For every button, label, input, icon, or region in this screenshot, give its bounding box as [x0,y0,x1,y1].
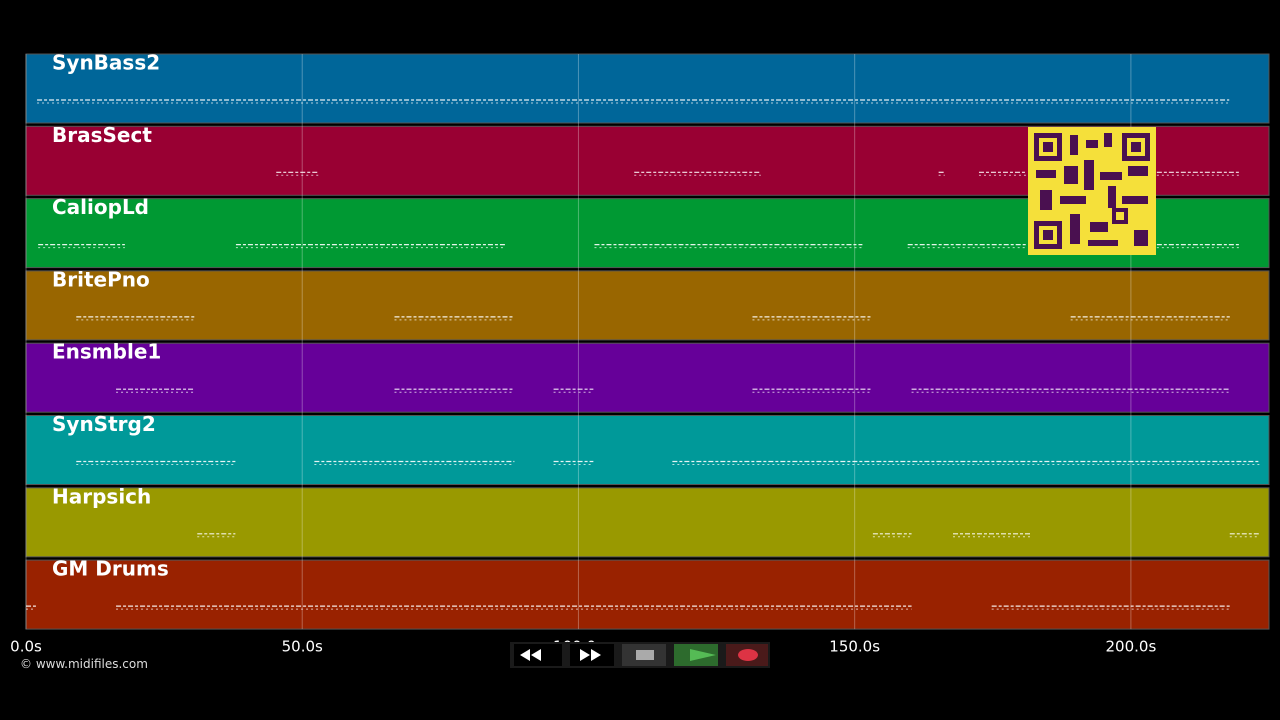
note-run [314,460,515,465]
track-lane [25,270,1270,341]
note-run [276,171,319,176]
x-tick-label: 50.0s [282,638,323,656]
x-tick-label: 150.0s [829,638,880,656]
x-tick-label: 0.0s [10,638,42,656]
qr-code [1028,127,1156,255]
note-run [394,388,515,393]
track-lane [25,559,1270,630]
track-lane [25,487,1270,558]
rewind-button[interactable] [514,644,562,666]
track-name: SynStrg2 [52,412,156,436]
track-name: SynBass2 [52,51,160,75]
note-run [752,388,872,393]
track-name: GM Drums [52,557,169,581]
note-run [938,171,945,176]
notes [26,99,1261,610]
note-run [1229,533,1260,538]
note-run [37,99,117,104]
track-lane [25,342,1270,413]
note-run [553,460,594,465]
note-run [991,605,1230,610]
note-run [235,244,506,249]
note-run [38,244,125,249]
note-run [634,171,761,176]
note-run [26,605,36,610]
grid [25,54,1132,630]
x-tick-label: 200.0s [1106,638,1157,656]
track-name: CaliopLd [52,195,149,219]
track-name: BritePno [52,267,150,291]
play-button[interactable] [674,644,718,666]
track-name: Ensmble1 [52,340,161,364]
note-run [953,533,1031,538]
note-run [116,388,196,393]
note-run [907,244,1026,249]
note-run [752,316,872,321]
fast-forward-button[interactable] [570,644,614,666]
track-lane [25,415,1270,485]
note-run [672,460,1261,465]
note-run [911,388,1230,393]
copyright: © www.midifiles.com [20,657,148,671]
note-run [872,533,912,538]
note-run [116,605,912,610]
note-run [1156,171,1240,176]
note-run [197,533,236,538]
note-run [394,316,515,321]
stop-button[interactable] [622,644,666,666]
note-run [553,388,594,393]
note-run [978,171,1026,176]
note-run [1156,244,1240,249]
record-button[interactable] [726,644,768,666]
note-run [116,99,1230,104]
track-lane [25,53,1270,124]
track-name: BrasSect [52,123,152,147]
transport-controls [510,642,770,668]
note-run [594,244,863,249]
track-name: Harpsich [52,484,151,508]
note-run [1070,316,1230,321]
labels: SynBass2 BrasSect CaliopLd BritePno Ensmble1… [10,51,1156,656]
note-run [76,460,236,465]
note-run [76,316,196,321]
